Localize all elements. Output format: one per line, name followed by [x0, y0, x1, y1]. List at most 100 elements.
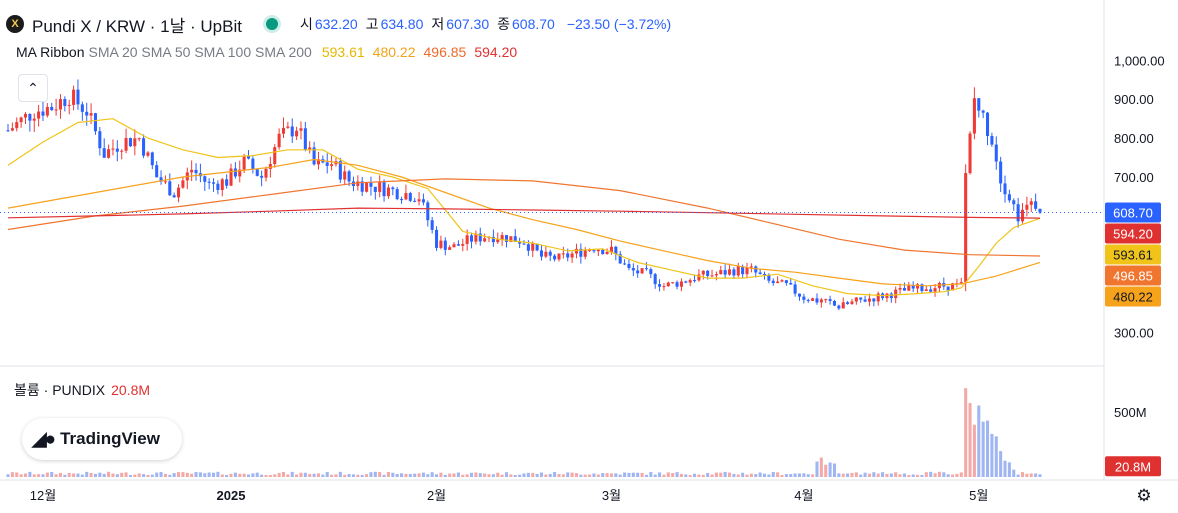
candle-body — [837, 305, 841, 309]
volume-bar — [334, 474, 338, 477]
volume-bar — [242, 473, 246, 477]
candle-body — [286, 126, 290, 128]
tradingview-logo-icon: ◢● — [32, 428, 56, 450]
candle-body — [58, 99, 63, 110]
symbol-title[interactable]: Pundi X / KRW · 1날 · UpBit — [32, 16, 242, 36]
volume-bar — [63, 474, 67, 477]
indicator-legend[interactable]: MA Ribbon SMA 20 SMA 50 SMA 100 SMA 200 59… — [16, 44, 517, 60]
candle-body — [72, 89, 76, 105]
volume-bar — [45, 472, 49, 477]
volume-bar — [513, 474, 517, 477]
candle-body — [850, 301, 854, 304]
candle-body — [876, 293, 880, 302]
candle-body — [644, 268, 648, 270]
volume-bar — [723, 471, 727, 477]
candle-body — [137, 138, 141, 140]
volume-bar — [229, 473, 233, 477]
candle-body — [723, 270, 727, 275]
candle-body — [964, 173, 968, 283]
volume-bar — [435, 474, 439, 477]
price-badge-label: 480.22 — [1113, 289, 1153, 304]
price-badge-label: 496.85 — [1113, 268, 1153, 283]
gear-icon[interactable]: ⚙ — [1136, 486, 1152, 505]
volume-bar — [653, 474, 657, 477]
price-tick-label: 700.00 — [1114, 170, 1154, 185]
price-tick-label: 800.00 — [1114, 131, 1154, 146]
candle-body — [924, 289, 928, 291]
volume-bar — [570, 472, 574, 477]
volume-bar — [640, 472, 644, 477]
volume-bar — [373, 471, 377, 477]
volume-bar — [58, 472, 63, 477]
candle-body — [526, 244, 530, 251]
volume-bar — [644, 474, 648, 477]
sma200-value: 594.20 — [474, 44, 518, 60]
volume-bar — [378, 472, 382, 477]
volume-bar — [951, 474, 955, 477]
volume-bar — [500, 474, 504, 477]
volume-bar — [605, 473, 609, 477]
volume-bar — [811, 474, 815, 477]
volume-bar — [347, 474, 351, 477]
candle-body — [981, 110, 985, 113]
candle-body — [592, 250, 596, 252]
volume-bar — [767, 474, 771, 477]
volume-bar — [531, 472, 535, 477]
volume-bar — [225, 474, 229, 477]
chevron-up-icon[interactable]: ⌃ — [18, 74, 48, 102]
candle-body — [181, 180, 185, 188]
candle-body — [583, 250, 587, 257]
candle-body — [308, 147, 312, 150]
candle-body — [701, 270, 705, 275]
volume-bar — [561, 474, 565, 477]
candle-body — [911, 285, 915, 289]
candle-body — [1012, 200, 1016, 205]
tradingview-logo[interactable]: ◢● TradingView — [22, 418, 182, 460]
indicator-params: SMA 20 SMA 50 SMA 100 SMA 200 — [88, 44, 312, 60]
candle-body — [50, 106, 54, 111]
candle-body — [168, 181, 172, 196]
volume-bar — [758, 472, 762, 477]
candle-body — [859, 297, 863, 300]
volume-bar — [28, 471, 32, 477]
candle-body — [872, 298, 876, 302]
candle-body — [89, 113, 93, 116]
candle-body — [933, 288, 937, 292]
volume-bar — [583, 474, 587, 477]
volume-bar — [797, 473, 802, 477]
price-axis[interactable]: 1,000.00 900.00 800.00 700.00 300.00 — [1114, 53, 1165, 340]
price-badge-label: 593.61 — [1113, 247, 1153, 262]
volume-bar — [907, 475, 911, 477]
candle-body — [80, 104, 84, 112]
volume-bar — [32, 474, 36, 477]
candle-body — [824, 299, 828, 301]
volume-bar — [837, 473, 841, 477]
candle-body — [500, 235, 504, 240]
volume-bar — [111, 473, 115, 477]
volume-axis[interactable]: 500M — [1114, 405, 1147, 420]
volume-bar — [76, 473, 80, 477]
candle-body — [159, 177, 163, 182]
volume-bar — [159, 472, 163, 477]
market-status-icon[interactable] — [265, 18, 278, 30]
candle-body — [260, 175, 264, 178]
volume-bar — [942, 472, 946, 477]
volume-legend[interactable]: 볼륨 · PUNDIX 20.8M — [14, 380, 150, 400]
candle-body — [797, 293, 802, 297]
candle-body — [806, 299, 810, 301]
volume-bar — [321, 474, 325, 477]
candle-body — [802, 296, 806, 300]
volume-bar — [658, 472, 662, 477]
candle-body — [15, 122, 19, 129]
volume-bar — [832, 463, 837, 477]
volume-bar — [522, 473, 526, 477]
volume-bar — [902, 473, 906, 477]
volume-bar — [710, 474, 714, 477]
open-value: 632.20 — [314, 16, 358, 32]
volume-bar — [679, 473, 683, 477]
time-axis[interactable]: 12월 2025 2월 3월 4월 5월 — [30, 488, 989, 503]
time-tick-label: 5월 — [969, 488, 988, 503]
indicator-name[interactable]: MA Ribbon — [16, 44, 85, 60]
volume-bar — [762, 473, 767, 477]
